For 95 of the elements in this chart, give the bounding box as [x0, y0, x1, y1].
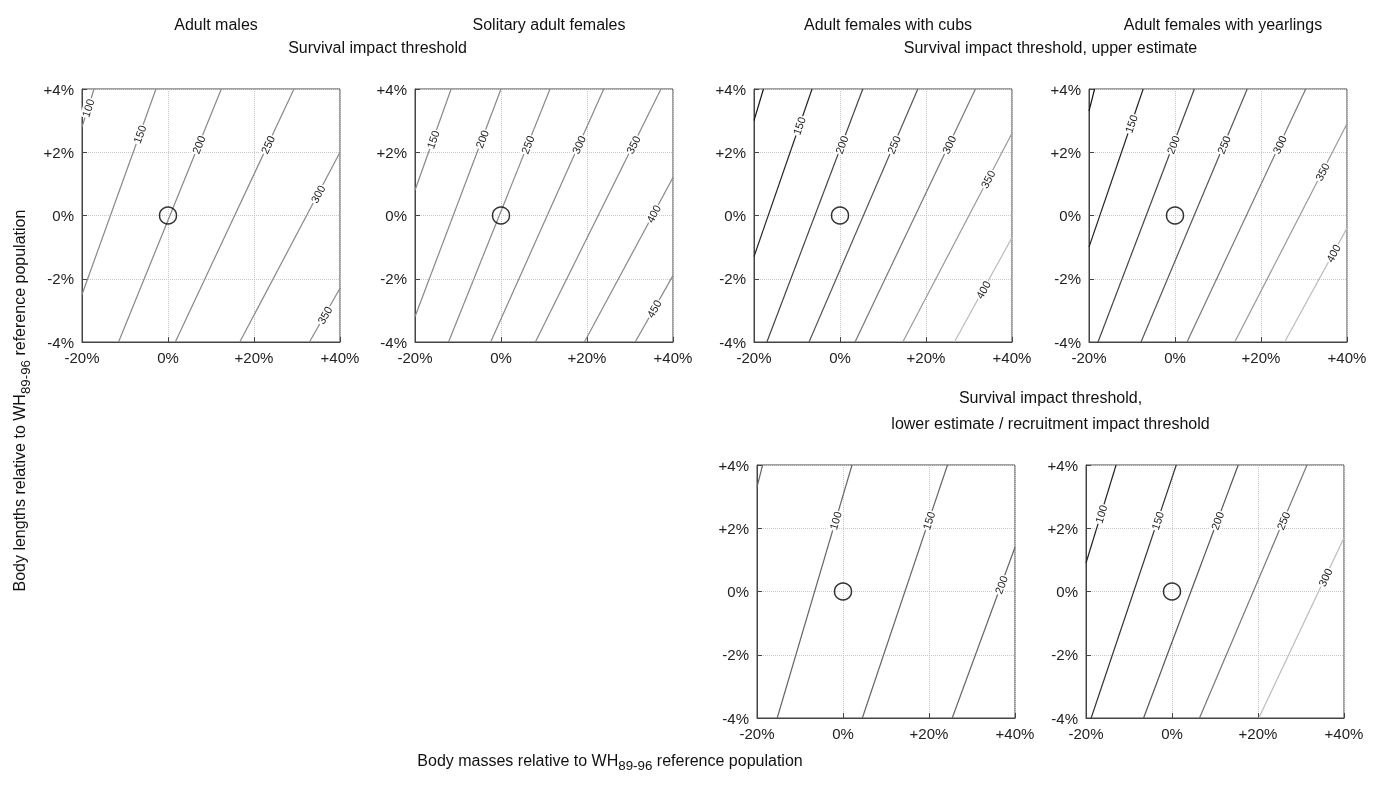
text: 150	[424, 128, 442, 151]
y-tick-label: +4%	[715, 80, 746, 98]
y-tick-label: +2%	[718, 519, 749, 537]
x-tick-label: -20%	[1071, 349, 1107, 366]
x-tick-label: +40%	[653, 349, 693, 366]
y-tick-label: 0%	[724, 207, 746, 224]
text: 350	[978, 168, 998, 191]
y-tick-label: -4%	[47, 333, 74, 351]
y-tick-label: +4%	[1050, 80, 1081, 98]
text: 350	[1312, 160, 1332, 183]
text: 300	[939, 133, 959, 156]
x-tick-label: -20%	[736, 349, 772, 366]
y-tick-label: -2%	[47, 270, 74, 288]
text: 250	[1274, 509, 1293, 532]
x-tick-label: 0%	[1164, 349, 1186, 366]
text: Survival impact threshold, upper estimate	[902, 38, 1199, 58]
y-tick-label: 0%	[727, 583, 749, 600]
text: 350	[314, 304, 335, 327]
text: 300	[1315, 566, 1335, 589]
x-tick-label: +20%	[567, 349, 607, 366]
text: 300	[569, 133, 589, 156]
x-tick-label: 0%	[490, 349, 512, 366]
x-tick-label: +20%	[1238, 725, 1278, 742]
text: 150	[1122, 113, 1140, 135]
chart-title: Solitary adult females	[472, 15, 626, 33]
chart-title: Adult females with cubs	[803, 15, 973, 33]
x-tick-label: +20%	[906, 349, 946, 366]
text: 300	[308, 183, 328, 205]
y-tick-label: +2%	[1050, 143, 1081, 161]
y-tick-label: +4%	[1047, 456, 1078, 474]
y-tick-label: -2%	[1051, 646, 1078, 664]
text: 100	[1092, 503, 1110, 525]
text: 150	[920, 510, 938, 532]
x-tick-label: +40%	[320, 349, 360, 366]
y-tick-label: 0%	[1056, 583, 1078, 600]
y-tick-label: -4%	[722, 709, 749, 727]
x-tick-label: -20%	[1068, 725, 1104, 742]
x-tick-label: +40%	[1327, 349, 1367, 366]
text: 200	[992, 574, 1010, 596]
text: 250	[884, 133, 904, 156]
chart-title: Adult females with yearlings	[1123, 15, 1323, 33]
y-tick-label: 0%	[52, 207, 74, 224]
y-tick-label: +4%	[376, 80, 407, 98]
y-tick-label: -4%	[1054, 333, 1081, 351]
text: Survival impact threshold	[287, 38, 468, 58]
text: Survival impact threshold, lower estimate / recruitment impact threshold	[890, 388, 1211, 434]
x-tick-label: +20%	[234, 349, 274, 366]
x-tick-label: 0%	[829, 349, 851, 366]
chart-title: Adult males	[174, 15, 258, 33]
text: 150	[1148, 510, 1167, 532]
text: 100	[79, 97, 97, 119]
x-tick-label: +40%	[995, 725, 1035, 742]
y-tick-label: +2%	[376, 143, 407, 161]
text: 300	[1270, 133, 1289, 156]
y-tick-label: 0%	[385, 207, 407, 224]
text: 350	[623, 133, 643, 156]
y-tick-label: +2%	[1047, 519, 1078, 537]
x-tick-label: +20%	[909, 725, 949, 742]
y-tick-label: -2%	[1054, 270, 1081, 288]
text: 250	[518, 133, 537, 156]
y-tick-label: -2%	[722, 646, 749, 664]
y-tick-label: -2%	[380, 270, 407, 288]
y-tick-label: 0%	[1059, 207, 1081, 224]
text: 200	[189, 133, 208, 156]
y-tick-label: -4%	[719, 333, 746, 351]
text: 250	[1214, 133, 1233, 156]
y-tick-label: -4%	[380, 333, 407, 351]
x-tick-label: 0%	[157, 349, 179, 366]
text: 200	[832, 133, 851, 156]
y-tick-label: +2%	[43, 143, 74, 161]
x-tick-label: -20%	[64, 349, 100, 366]
x-tick-label: -20%	[739, 725, 775, 742]
x-tick-label: +20%	[1241, 349, 1281, 366]
x-tick-label: 0%	[832, 725, 854, 742]
text: 450	[644, 297, 664, 320]
text: 100	[827, 510, 844, 532]
y-tick-label: -4%	[1051, 709, 1078, 727]
text: 250	[258, 133, 278, 156]
text: 150	[130, 123, 149, 145]
text: 200	[473, 128, 491, 150]
x-tick-label: -20%	[397, 349, 433, 366]
x-tick-label: 0%	[1161, 725, 1183, 742]
y-tick-label: +4%	[43, 80, 74, 98]
x-tick-label: +40%	[1324, 725, 1364, 742]
y-tick-label: +4%	[718, 456, 749, 474]
text: 400	[1323, 242, 1343, 265]
text: 400	[643, 202, 664, 225]
text: 200	[1164, 133, 1183, 156]
text: 200	[1208, 509, 1227, 532]
y-tick-label: +2%	[715, 143, 746, 161]
y-tick-label: -2%	[719, 270, 746, 288]
text: 150	[790, 115, 808, 137]
x-axis-title: Body masses relative to WH$_{89-96}$ reference population	[416, 752, 804, 774]
text: 400	[973, 278, 993, 301]
x-tick-label: +40%	[992, 349, 1032, 366]
